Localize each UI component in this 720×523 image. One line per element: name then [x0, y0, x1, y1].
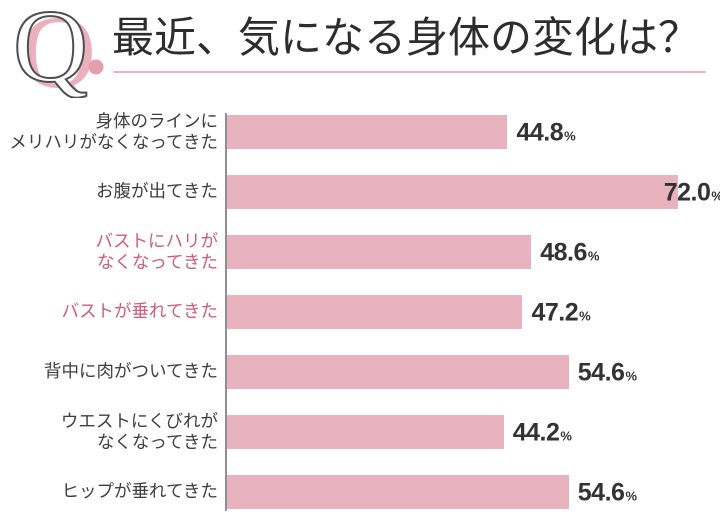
bar — [227, 295, 523, 329]
category-label: バストにハリが なくなってきた — [95, 230, 219, 272]
category-label: ヒップが垂れてきた — [61, 481, 218, 502]
value-label: 48.6% — [540, 238, 600, 267]
title-underline — [113, 71, 706, 73]
category-label: ウエストにくびれが なくなってきた — [60, 410, 218, 452]
page-title: 最近、気になる身体の変化は？ — [112, 16, 701, 62]
q-letter: Q — [13, 2, 88, 98]
bar — [227, 475, 569, 509]
value-label: 47.2% — [531, 298, 591, 327]
value-label: 44.2% — [512, 418, 572, 447]
bar — [227, 175, 678, 209]
category-label: バストが垂れてきた — [61, 301, 218, 322]
bar — [227, 355, 569, 389]
q-mark-icon: Q Q — [12, 2, 104, 98]
category-label: 身体のラインに メリハリがなくなってきた — [9, 110, 218, 152]
bar — [227, 115, 508, 149]
value-label: 44.8% — [516, 118, 576, 147]
value-label: 54.6% — [577, 358, 638, 387]
bar — [227, 235, 532, 269]
category-label: 背中に肉がついてきた — [44, 361, 218, 382]
q-period-dot — [88, 59, 104, 75]
q-letter-shadow: Q — [21, 2, 96, 98]
bar — [227, 415, 504, 449]
value-label: 72.0% — [663, 178, 720, 207]
value-label: 54.6% — [577, 478, 638, 507]
category-label: お腹が出てきた — [96, 181, 218, 202]
axis-line — [225, 113, 227, 511]
